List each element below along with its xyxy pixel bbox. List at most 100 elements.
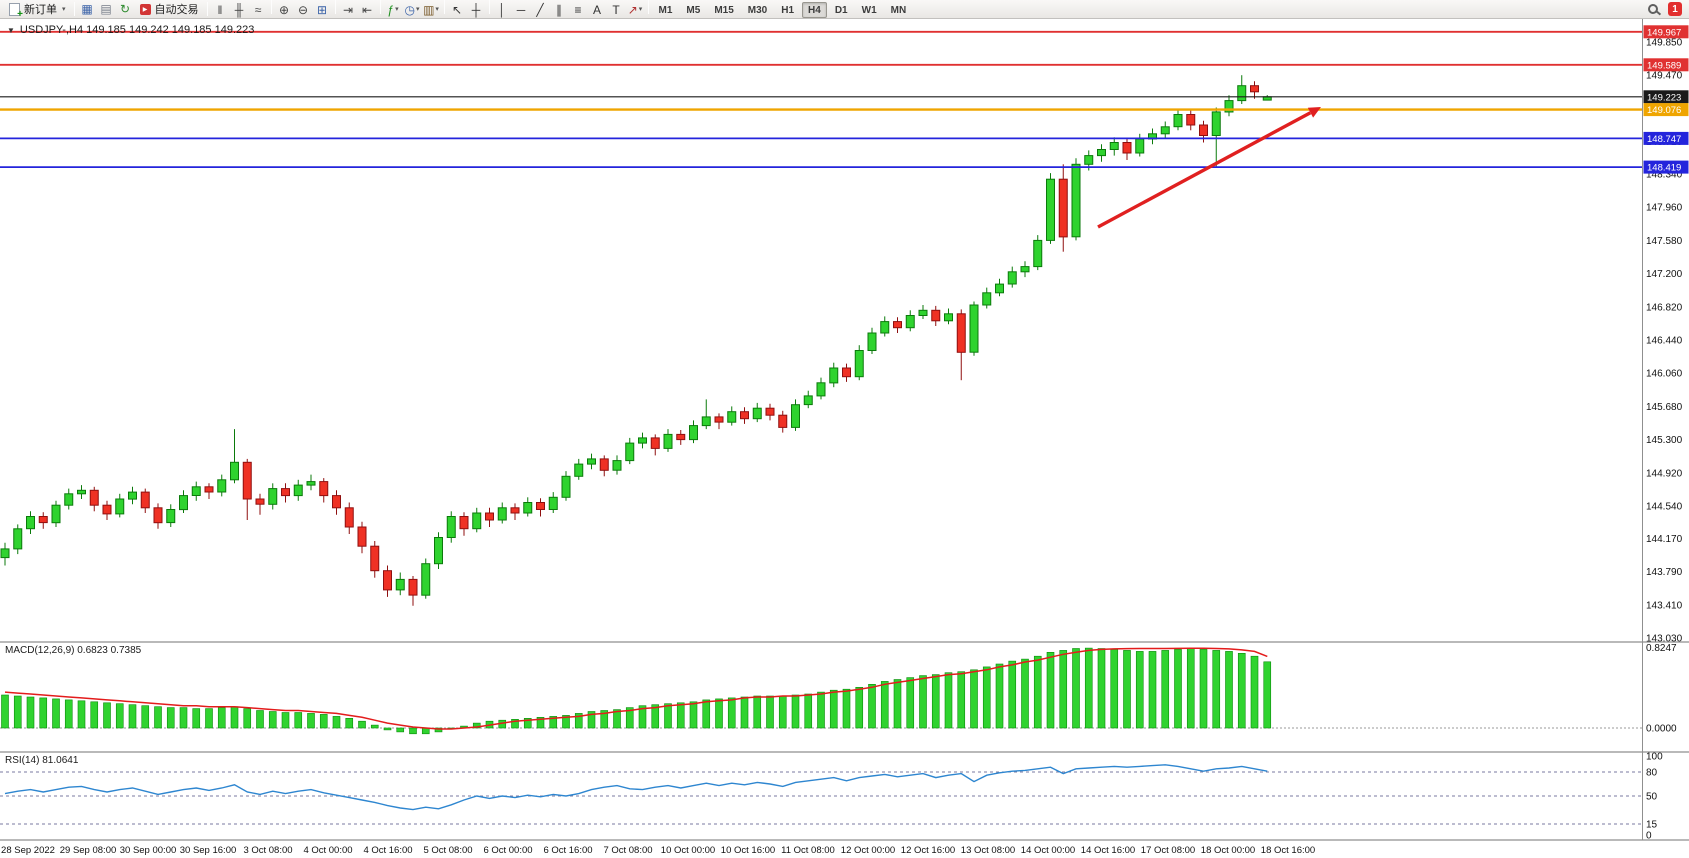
- timeframe-button-h4[interactable]: H4: [802, 2, 827, 19]
- price-badge-148.419: [1643, 160, 1689, 174]
- candle-body: [1160, 126, 1170, 135]
- bar-chart-type-icon[interactable]: ‖: [211, 1, 230, 18]
- svg-text:6 Oct 16:00: 6 Oct 16:00: [543, 845, 592, 856]
- candle-body: [587, 458, 596, 465]
- svg-text:145.680: 145.680: [1646, 402, 1683, 413]
- svg-text:149.589: 149.589: [1647, 60, 1681, 71]
- macd-bar: [855, 686, 864, 729]
- candle-body: [306, 481, 316, 486]
- text-label-icon[interactable]: T: [607, 1, 626, 18]
- candlestick-type-icon: ╫: [234, 2, 244, 17]
- new-order-button[interactable]: + 新订单 ▾: [4, 1, 71, 19]
- macd-bar: [944, 672, 953, 729]
- macd-bar: [1084, 647, 1093, 729]
- caret-down-icon: ▾: [395, 6, 399, 13]
- text-label-icon: T: [612, 2, 620, 17]
- macd-bar: [1161, 650, 1170, 729]
- macd-bar: [1059, 650, 1068, 729]
- macd-bar: [740, 696, 749, 729]
- line-chart-type-icon[interactable]: ≈: [249, 1, 268, 18]
- macd-bar: [549, 716, 558, 729]
- search-icon[interactable]: [1648, 4, 1658, 14]
- timeframe-button-m5[interactable]: M5: [686, 4, 701, 16]
- svg-text:144.540: 144.540: [1646, 502, 1683, 513]
- indicators-icon[interactable]: ƒ ▾: [384, 1, 403, 18]
- zoom-in-icon[interactable]: ⊕: [275, 1, 294, 18]
- macd-bar: [319, 714, 328, 729]
- candle-body: [765, 407, 775, 416]
- macd-bar: [1123, 650, 1131, 729]
- candle-body: [1250, 85, 1259, 93]
- svg-text:4 Oct 16:00: 4 Oct 16:00: [363, 845, 412, 856]
- candle-body: [319, 481, 329, 497]
- candlestick-type-icon[interactable]: ╫: [230, 1, 249, 18]
- zoom-in-icon: ⊕: [278, 2, 290, 17]
- svg-text:14 Oct 16:00: 14 Oct 16:00: [1081, 845, 1135, 856]
- profiles-icon[interactable]: ▤: [97, 1, 116, 18]
- macd-bar: [995, 663, 1004, 729]
- svg-text:144.920: 144.920: [1646, 468, 1683, 479]
- candle-body: [893, 321, 902, 329]
- channel-icon[interactable]: ∥: [550, 1, 569, 18]
- svg-text:149.850: 149.850: [1646, 38, 1683, 49]
- toolbar-separator: [206, 2, 208, 16]
- candle-body: [854, 350, 864, 378]
- timeframe-button-mn[interactable]: MN: [890, 4, 907, 16]
- horizontal-line-icon[interactable]: ─: [512, 1, 531, 18]
- auto-trading-button[interactable]: ▶ 自动交易: [135, 1, 204, 18]
- charts-grid-icon[interactable]: ▦: [78, 1, 97, 18]
- timeframe-button-m1[interactable]: M1: [658, 4, 673, 16]
- bar-chart-type-icon: ‖: [217, 2, 223, 17]
- fibonacci-icon[interactable]: ≡: [569, 1, 588, 18]
- macd-bar: [307, 713, 315, 729]
- svg-text:11 Oct 08:00: 11 Oct 08:00: [781, 845, 835, 856]
- timeframe-button-d1[interactable]: D1: [834, 4, 848, 16]
- candle-body: [944, 313, 953, 322]
- candle-body: [523, 502, 533, 514]
- macd-bar: [1174, 649, 1182, 729]
- zoom-out-icon[interactable]: ⊖: [294, 1, 313, 18]
- tile-windows-icon[interactable]: ⊞: [313, 1, 332, 18]
- cursor-icon[interactable]: ↖: [448, 1, 467, 18]
- candle-body: [536, 502, 545, 510]
- timeframe-button-h1[interactable]: H1: [781, 4, 795, 16]
- svg-text:18 Oct 00:00: 18 Oct 00:00: [1201, 845, 1255, 856]
- macd-bar: [689, 701, 698, 729]
- timeframe-button-m15[interactable]: M15: [714, 4, 734, 16]
- macd-bar: [217, 707, 226, 729]
- text-icon[interactable]: A: [588, 1, 607, 18]
- templates-icon[interactable]: ▥ ▾: [422, 1, 441, 18]
- macd-bar: [115, 703, 124, 729]
- svg-text:148.747: 148.747: [1647, 134, 1681, 145]
- svg-text:146.060: 146.060: [1646, 369, 1683, 380]
- trend-arrow[interactable]: [1097, 111, 1312, 229]
- macd-bar: [804, 693, 813, 729]
- chart-shift-icon[interactable]: ⇤: [358, 1, 377, 18]
- periods-icon[interactable]: ◷ ▾: [403, 1, 422, 18]
- macd-bar: [511, 718, 519, 729]
- timeframe-button-w1[interactable]: W1: [861, 4, 877, 16]
- candle-body: [242, 461, 252, 500]
- macd-bar: [268, 711, 277, 729]
- candle-body: [791, 404, 800, 428]
- candle-body: [89, 489, 99, 506]
- notification-badge[interactable]: 1: [1668, 2, 1682, 16]
- candle-body: [969, 304, 979, 353]
- candle-body: [829, 367, 839, 384]
- arrows-icon[interactable]: ↗ ▾: [626, 1, 645, 18]
- refresh-icon[interactable]: ↻: [116, 1, 135, 18]
- caret-down-icon: ▾: [435, 6, 439, 13]
- toolbar-icon-groups: ‖ ╫ ≈ ⊕ ⊖ ⊞ ⇥ ⇤ ƒ ▾ ◷ ▾ ▥ ▾ ↖ ┼ │ ─ ╱ ∥ ≡ A T ↗ ▾: [211, 0, 652, 19]
- crosshair-icon[interactable]: ┼: [467, 1, 486, 18]
- candle-body: [38, 516, 48, 524]
- auto-scroll-icon[interactable]: ⇥: [339, 1, 358, 18]
- macd-bar: [332, 716, 341, 729]
- svg-text:0: 0: [1646, 831, 1652, 842]
- svg-text:80: 80: [1646, 768, 1658, 779]
- trendline-icon[interactable]: ╱: [531, 1, 550, 18]
- vertical-line-icon[interactable]: │: [493, 1, 512, 18]
- timeframe-button-m30[interactable]: M30: [747, 4, 768, 16]
- candle-body: [166, 509, 176, 524]
- candle-body: [128, 491, 137, 500]
- macd-bar: [154, 706, 162, 729]
